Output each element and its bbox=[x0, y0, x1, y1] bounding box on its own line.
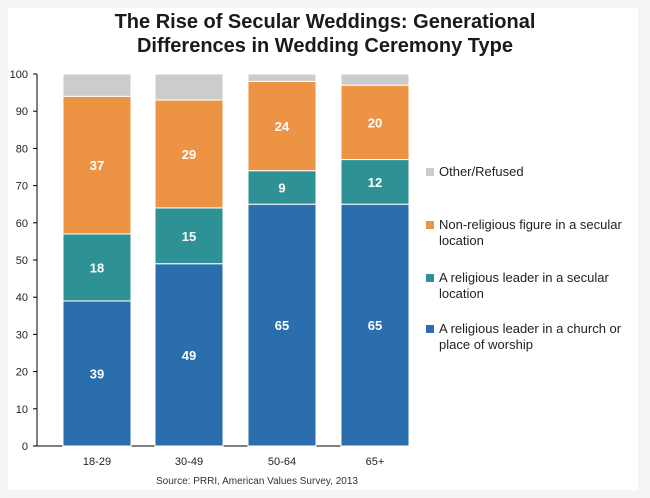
y-tick-label-70: 70 bbox=[16, 181, 28, 193]
data-label-30-49-series-2: 29 bbox=[182, 147, 196, 162]
data-label-30-49-series-1: 15 bbox=[182, 229, 196, 244]
y-tick-label-80: 80 bbox=[16, 143, 28, 155]
y-tick-label-20: 20 bbox=[16, 367, 28, 379]
stacked-bar-chart: 0 10 20 30 40 50 60 70 80 90 100 39 18 37 18-29 49 15 29 3… bbox=[10, 69, 410, 468]
y-tick-label-90: 90 bbox=[16, 106, 28, 118]
data-label-65+-series-1: 12 bbox=[368, 175, 382, 190]
y-tick-label-60: 60 bbox=[16, 218, 28, 230]
bar-65+-series-3 bbox=[340, 73, 410, 86]
data-label-65+-series-0: 65 bbox=[368, 318, 382, 333]
bar-50-64-series-3 bbox=[247, 73, 317, 82]
bar-30-49-series-2 bbox=[154, 99, 224, 209]
x-tick-label-65+: 65+ bbox=[366, 456, 385, 468]
legend-label-non-religious: Non-religious figure in a secular locati… bbox=[439, 217, 622, 248]
y-tick-label-0: 0 bbox=[22, 441, 28, 453]
chart-title: The Rise of Secular Weddings: Generation… bbox=[8, 10, 638, 58]
data-label-65+-series-2: 20 bbox=[368, 115, 382, 130]
bar-18-29-series-0 bbox=[62, 300, 132, 447]
data-label-50-64-series-2: 24 bbox=[275, 119, 290, 134]
x-tick-label-18-29: 18-29 bbox=[83, 456, 111, 468]
data-label-18-29-series-2: 37 bbox=[90, 158, 104, 173]
data-label-30-49-series-0: 49 bbox=[182, 348, 196, 363]
bar-65+-series-1 bbox=[340, 159, 410, 205]
x-tick-label-30-49: 30-49 bbox=[175, 456, 203, 468]
y-tick-label-100: 100 bbox=[10, 69, 28, 81]
data-label-50-64-series-1: 9 bbox=[278, 180, 285, 195]
legend-label-religious-secular: A religious leader in a secular location bbox=[439, 270, 609, 301]
data-label-18-29-series-1: 18 bbox=[90, 260, 104, 275]
legend-label-other: Other/Refused bbox=[439, 164, 524, 179]
bar-65+-series-2 bbox=[340, 84, 410, 161]
data-label-50-64-series-0: 65 bbox=[275, 318, 289, 333]
y-tick-label-50: 50 bbox=[16, 255, 28, 267]
x-tick-label-50-64: 50-64 bbox=[268, 456, 296, 468]
data-label-18-29-series-0: 39 bbox=[90, 366, 104, 381]
bar-30-49-series-3 bbox=[154, 73, 224, 101]
chart-title-line-2: Differences in Wedding Ceremony Type bbox=[136, 35, 513, 57]
bar-30-49-series-0 bbox=[154, 263, 224, 447]
bar-30-49-series-1 bbox=[154, 207, 224, 265]
bar-50-64-series-2 bbox=[247, 80, 317, 172]
bar-65+-series-0 bbox=[340, 203, 410, 447]
y-tick-label-10: 10 bbox=[16, 404, 28, 416]
legend-label-religious-church: A religious leader in a church or place … bbox=[439, 321, 622, 352]
legend-swatch-religious-secular bbox=[426, 274, 434, 282]
y-tick-label-40: 40 bbox=[16, 292, 28, 304]
legend-swatch-non-religious bbox=[426, 221, 434, 229]
bar-50-64-series-0 bbox=[247, 203, 317, 447]
source-note: Source: PRRI, American Values Survey, 20… bbox=[156, 476, 358, 487]
chart-card: The Rise of Secular Weddings: Generation… bbox=[8, 8, 638, 490]
chart-title-line-1: The Rise of Secular Weddings: Generation… bbox=[114, 11, 536, 33]
legend-swatch-religious-church bbox=[426, 325, 434, 333]
legend-swatch-other bbox=[426, 168, 434, 176]
y-tick-label-30: 30 bbox=[16, 329, 28, 341]
bar-18-29-series-3 bbox=[62, 73, 132, 97]
